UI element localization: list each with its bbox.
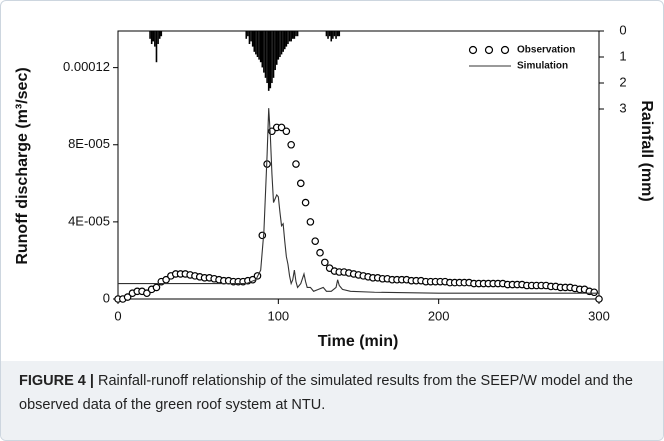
rain-bar bbox=[333, 31, 336, 37]
y-tick-label: 4E-005 bbox=[68, 213, 110, 228]
rain-bar bbox=[325, 31, 328, 37]
rain-bar bbox=[280, 31, 283, 55]
rain-bar bbox=[272, 31, 275, 78]
rain-bar bbox=[327, 31, 329, 39]
rain-bar bbox=[264, 31, 267, 78]
rain-bar bbox=[259, 31, 262, 63]
x-tick-label: 300 bbox=[588, 308, 610, 323]
chart: Time (min) Runoff discharge (m³/sec) Rai… bbox=[14, 22, 655, 350]
rain-bar bbox=[247, 31, 249, 37]
plot-frame bbox=[117, 30, 600, 300]
rain-bar bbox=[263, 31, 265, 73]
x-axis-title: Time (min) bbox=[318, 333, 399, 350]
rain-bar bbox=[277, 31, 280, 60]
rain-bar bbox=[332, 31, 334, 39]
observation-point bbox=[282, 127, 291, 136]
rain-bar bbox=[330, 31, 333, 42]
legend-marker bbox=[500, 45, 510, 55]
rain-bar bbox=[274, 31, 276, 71]
y-tick-label: 0.00012 bbox=[63, 59, 110, 74]
rain-bar bbox=[335, 31, 337, 39]
rain-bar bbox=[287, 31, 289, 45]
rain-bar bbox=[261, 31, 264, 68]
x-tick-label: 100 bbox=[267, 308, 289, 323]
rain-bar bbox=[285, 31, 288, 47]
observation-point bbox=[258, 231, 267, 240]
rain-bar bbox=[290, 31, 292, 42]
rain-bar bbox=[267, 31, 270, 91]
rain-bar bbox=[336, 31, 339, 37]
observation-point bbox=[292, 160, 300, 168]
rain-bar bbox=[338, 31, 341, 37]
y-axis-title: Runoff discharge (m³/sec) bbox=[14, 67, 31, 264]
y2-tick-label: 3 bbox=[619, 100, 626, 115]
legend-marker bbox=[468, 45, 478, 55]
rain-bar bbox=[157, 31, 159, 45]
observation-point bbox=[301, 198, 310, 207]
x-tick-label: 200 bbox=[428, 308, 450, 323]
caption: FIGURE 4 | Rainfall-runoff relationship … bbox=[1, 361, 663, 440]
rain-bar bbox=[269, 31, 272, 89]
observation-point bbox=[590, 288, 598, 297]
rain-bar bbox=[155, 31, 158, 63]
y2-tick-label: 0 bbox=[619, 22, 626, 37]
legend-label: Simulation bbox=[517, 61, 568, 72]
observation-point bbox=[311, 237, 320, 245]
rain-bar bbox=[288, 31, 291, 42]
x-tick-label: 0 bbox=[114, 308, 121, 323]
rain-bar bbox=[158, 31, 161, 39]
legend-label: Observation bbox=[517, 45, 575, 56]
rain-bar bbox=[149, 31, 151, 39]
rain-bar bbox=[275, 31, 278, 65]
y-tick-label: 0 bbox=[103, 290, 110, 305]
y2-tick-label: 2 bbox=[619, 74, 626, 89]
rain-bar bbox=[245, 31, 248, 39]
rain-bar bbox=[253, 31, 256, 52]
observation-point bbox=[316, 248, 324, 257]
caption-label: FIGURE 4 | bbox=[19, 373, 94, 389]
rain-bar bbox=[152, 31, 155, 42]
rain-bar bbox=[256, 31, 259, 58]
rain-bar bbox=[282, 31, 284, 52]
rain-bar bbox=[160, 31, 163, 37]
observation-point bbox=[321, 258, 329, 267]
rain-bar bbox=[258, 31, 260, 60]
rain-bar bbox=[150, 31, 153, 45]
rain-bar bbox=[248, 31, 251, 45]
observation-point bbox=[152, 283, 161, 292]
observation-point bbox=[123, 293, 132, 301]
observation-point bbox=[143, 289, 151, 298]
legend-marker bbox=[484, 45, 494, 55]
rain-bar bbox=[293, 31, 296, 39]
rain-bar bbox=[250, 31, 252, 42]
rain-bar bbox=[283, 31, 286, 50]
observation-point bbox=[296, 179, 305, 188]
observation-point bbox=[595, 295, 603, 303]
rain-bar bbox=[255, 31, 257, 55]
rain-bar bbox=[279, 31, 281, 58]
rain-bar bbox=[251, 31, 254, 47]
observation-point bbox=[277, 123, 286, 132]
y2-tick-label: 1 bbox=[619, 48, 626, 63]
rain-bar bbox=[291, 31, 294, 39]
observation-point bbox=[306, 218, 315, 226]
observation-point bbox=[162, 275, 170, 284]
observation-point bbox=[287, 140, 295, 149]
rain-bar bbox=[266, 31, 268, 84]
rain-bar bbox=[271, 31, 273, 84]
y2-axis-title: Rainfall (mm) bbox=[638, 100, 655, 201]
rain-bar bbox=[296, 31, 299, 37]
rain-bar bbox=[154, 31, 156, 47]
rain-bar bbox=[328, 31, 331, 37]
y-tick-label: 8E-005 bbox=[68, 136, 110, 151]
simulation-line bbox=[118, 108, 599, 294]
rain-bar bbox=[295, 31, 297, 37]
caption-text: Rainfall-runoff relationship of the simu… bbox=[19, 373, 633, 413]
